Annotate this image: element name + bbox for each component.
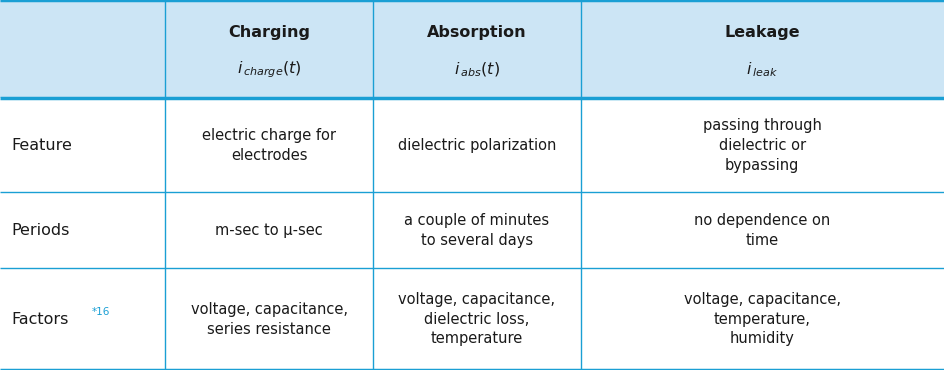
Text: *16: *16: [92, 307, 110, 317]
Text: Periods: Periods: [11, 223, 70, 238]
Text: voltage, capacitance,
series resistance: voltage, capacitance, series resistance: [191, 302, 347, 337]
Text: Feature: Feature: [11, 138, 72, 153]
Text: electric charge for
electrodes: electric charge for electrodes: [202, 128, 336, 163]
Text: $\mathit{i}_{\,leak}$: $\mathit{i}_{\,leak}$: [747, 60, 778, 79]
Text: passing through
dielectric or
bypassing: passing through dielectric or bypassing: [703, 118, 821, 172]
Text: no dependence on
time: no dependence on time: [694, 213, 831, 248]
Text: Leakage: Leakage: [724, 25, 801, 40]
Bar: [0, 98, 944, 192]
Text: $\mathit{i}_{\,abs}(t)$: $\mathit{i}_{\,abs}(t)$: [454, 60, 499, 78]
Text: m-sec to μ-sec: m-sec to μ-sec: [215, 223, 323, 238]
Bar: [0, 268, 944, 370]
Text: Factors: Factors: [11, 312, 69, 327]
Text: $\mathit{i}_{\,charge}(t)$: $\mathit{i}_{\,charge}(t)$: [237, 59, 301, 80]
Text: voltage, capacitance,
temperature,
humidity: voltage, capacitance, temperature, humid…: [683, 292, 841, 346]
Text: Charging: Charging: [228, 25, 310, 40]
Text: voltage, capacitance,
dielectric loss,
temperature: voltage, capacitance, dielectric loss, t…: [398, 292, 555, 346]
Text: a couple of minutes
to several days: a couple of minutes to several days: [404, 213, 549, 248]
Text: Absorption: Absorption: [427, 25, 527, 40]
Bar: [0, 192, 944, 268]
Text: dielectric polarization: dielectric polarization: [397, 138, 556, 153]
Bar: [0, 0, 944, 98]
